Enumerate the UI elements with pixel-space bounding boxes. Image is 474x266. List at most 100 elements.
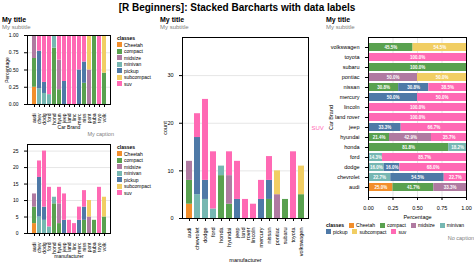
svg-text:lincoln: lincoln [344, 104, 360, 110]
svg-text:30: 30 [167, 72, 173, 78]
svg-text:volk: volk [101, 113, 107, 122]
svg-text:jeep: jeep [348, 124, 359, 130]
svg-text:subaru: subaru [282, 228, 288, 245]
svg-text:22.7%: 22.7% [449, 175, 462, 180]
svg-text:honda: honda [218, 227, 224, 243]
svg-text:38.5%: 38.5% [441, 85, 454, 90]
svg-text:volk: volk [101, 242, 107, 251]
svg-text:0: 0 [170, 215, 173, 221]
svg-text:hyundai: hyundai [340, 134, 359, 140]
svg-text:audi: audi [349, 184, 359, 190]
svg-text:22.7%: 22.7% [373, 175, 386, 180]
svg-text:audi: audi [31, 113, 38, 123]
svg-text:1.00: 1.00 [9, 32, 19, 38]
svg-text:0.00: 0.00 [363, 205, 374, 211]
svg-text:15: 15 [13, 181, 19, 187]
svg-text:land rover: land rover [335, 114, 360, 120]
svg-text:21.4%: 21.4% [373, 135, 386, 140]
svg-text:45.5%: 45.5% [384, 45, 397, 50]
svg-text:toyota: toyota [345, 54, 361, 60]
svg-text:100.0%: 100.0% [410, 55, 425, 60]
svg-text:nissan: nissan [344, 84, 360, 90]
svg-text:54.5%: 54.5% [433, 45, 446, 50]
svg-text:Percentage: Percentage [4, 57, 10, 83]
svg-text:42.9%: 42.9% [404, 135, 417, 140]
svg-text:dodg: dodg [41, 113, 48, 125]
svg-text:14.3%: 14.3% [369, 155, 382, 160]
svg-text:dodge: dodge [344, 164, 359, 170]
svg-text:0.75: 0.75 [9, 49, 19, 55]
svg-text:chevrolet: chevrolet [337, 174, 360, 180]
svg-text:85.7%: 85.7% [418, 155, 431, 160]
svg-text:linc: linc [71, 113, 78, 121]
svg-text:0: 0 [16, 230, 19, 236]
svg-text:30.8%: 30.8% [377, 85, 390, 90]
svg-text:land: land [66, 113, 73, 123]
html-text:My title: My title [2, 16, 27, 23]
svg-text:chev: chev [36, 113, 43, 125]
svg-text:18.2%: 18.2% [451, 145, 464, 150]
svg-text:25.0%: 25.0% [374, 185, 387, 190]
svg-text:33.3%: 33.3% [378, 125, 391, 130]
svg-text:0.75: 0.75 [437, 205, 448, 211]
svg-text:Car Brand: Car Brand [328, 105, 334, 130]
svg-text:66.7%: 66.7% [427, 125, 440, 130]
svg-text:20: 20 [13, 164, 19, 170]
svg-text:0.00: 0.00 [9, 101, 19, 107]
svg-text:Percentage: Percentage [403, 214, 431, 220]
svg-text:hyundai: hyundai [226, 228, 232, 247]
svg-text:5: 5 [16, 214, 19, 220]
svg-text:41.7%: 41.7% [407, 185, 420, 190]
svg-text:0.50: 0.50 [412, 205, 423, 211]
svg-text:50.0%: 50.0% [436, 75, 449, 80]
svg-text:volkswagen: volkswagen [298, 228, 304, 257]
svg-text:manufacturer: manufacturer [229, 257, 262, 263]
svg-text:ford: ford [46, 113, 53, 123]
svg-text:chevrolet: chevrolet [194, 227, 200, 250]
svg-text:hond: hond [51, 113, 58, 125]
svg-text:54.5%: 54.5% [411, 175, 424, 180]
svg-text:30.8%: 30.8% [407, 85, 420, 90]
svg-text:50.0%: 50.0% [387, 75, 400, 80]
svg-text:50.0%: 50.0% [387, 95, 400, 100]
svg-text:25: 25 [13, 148, 19, 154]
svg-text:10: 10 [13, 197, 19, 203]
svg-text:0.25: 0.25 [9, 84, 19, 90]
svg-text:50.0%: 50.0% [436, 95, 449, 100]
svg-text:SUV: SUV [312, 125, 324, 131]
svg-text:68.0%: 68.0% [427, 165, 440, 170]
svg-text:0.50: 0.50 [9, 67, 19, 73]
svg-text:ford: ford [350, 154, 359, 160]
svg-text:pontiac: pontiac [342, 74, 360, 80]
svg-text:toyota: toyota [290, 227, 296, 243]
svg-text:honda: honda [344, 144, 360, 150]
svg-text:audi: audi [186, 228, 192, 238]
svg-text:mercury: mercury [340, 94, 360, 100]
svg-text:16.0%: 16.0% [386, 165, 399, 170]
svg-text:pont: pont [86, 113, 93, 124]
svg-text:Car Brand: Car Brand [58, 124, 81, 130]
svg-text:10: 10 [167, 168, 173, 174]
svg-text:niss: niss [81, 113, 88, 123]
svg-text:33.3%: 33.3% [444, 185, 457, 190]
svg-text:lincoln: lincoln [250, 228, 256, 244]
svg-text:16.0%: 16.0% [370, 165, 383, 170]
html-text:[R Beginners]: Stacked Barchar: [R Beginners]: Stacked Barcharts with da… [118, 2, 356, 13]
svg-text:0.25: 0.25 [388, 205, 399, 211]
svg-text:jeep: jeep [61, 113, 68, 123]
svg-text:dodge: dodge [202, 228, 208, 243]
svg-text:manufacturer: manufacturer [54, 253, 84, 259]
svg-text:volkswagen: volkswagen [331, 44, 360, 50]
svg-text:35.7%: 35.7% [443, 135, 456, 140]
svg-text:100.0%: 100.0% [410, 65, 425, 70]
svg-text:81.8%: 81.8% [402, 145, 415, 150]
svg-text:ford: ford [210, 228, 216, 237]
svg-text:1.00: 1.00 [461, 205, 472, 211]
svg-text:100.0%: 100.0% [410, 115, 425, 120]
svg-text:100.0%: 100.0% [410, 105, 425, 110]
svg-text:subaru: subaru [343, 64, 360, 70]
svg-text:pontiac: pontiac [274, 227, 280, 245]
svg-text:nissan: nissan [266, 228, 272, 244]
svg-text:mercury: mercury [258, 227, 264, 247]
svg-text:count: count [162, 121, 168, 135]
